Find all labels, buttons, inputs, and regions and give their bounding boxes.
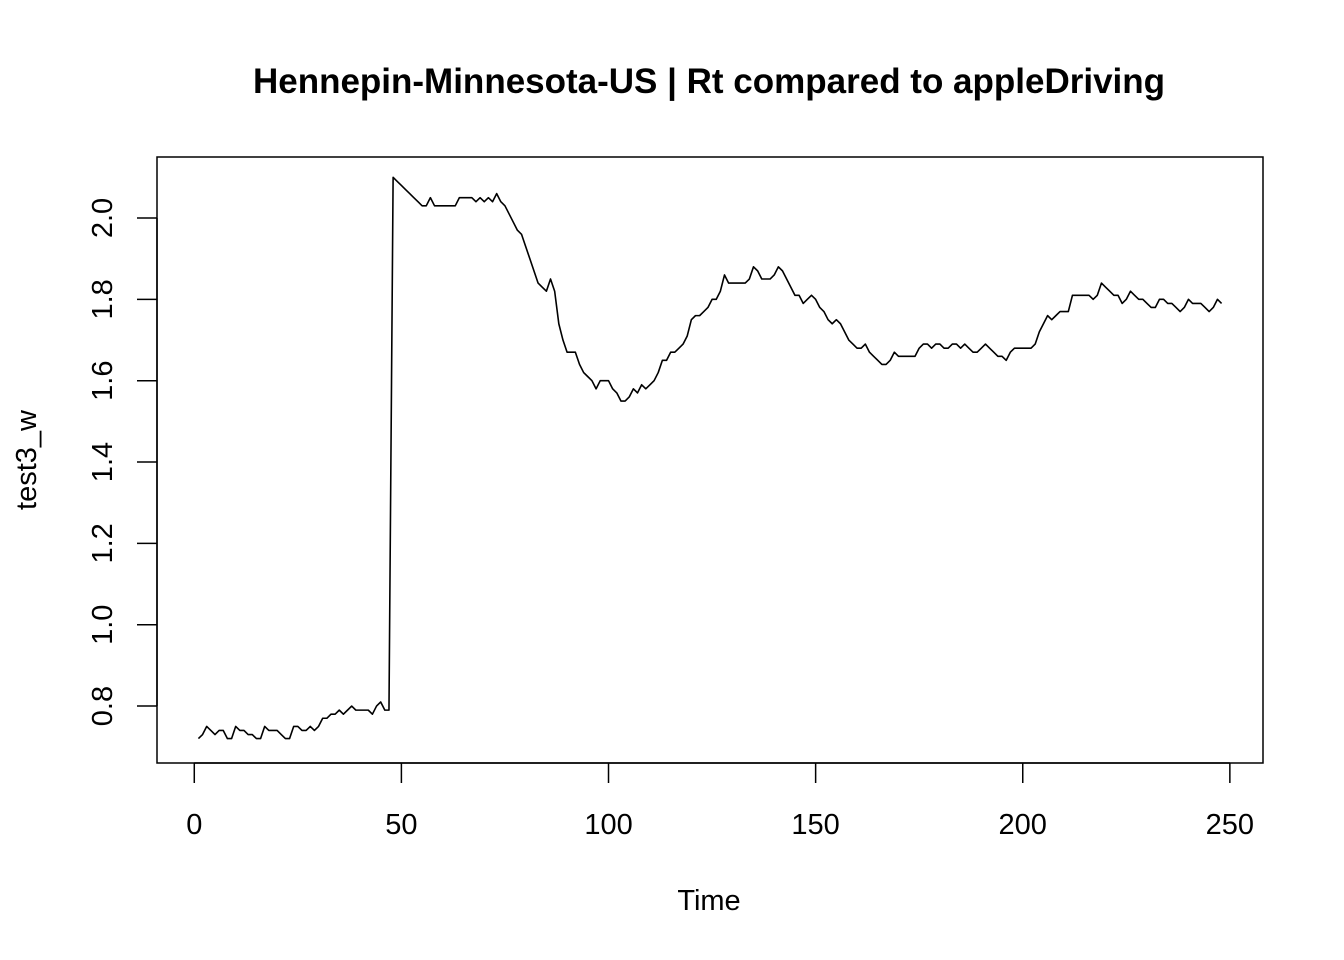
y-tick-label: 2.0	[87, 198, 119, 238]
y-axis: 0.8 1.0 1.2 1.4 1.6 1.8 2.0	[87, 198, 158, 726]
x-tick-label: 150	[791, 809, 839, 841]
y-tick-label: 1.6	[87, 361, 119, 401]
series-line	[197, 176, 1223, 740]
x-axis-label: Time	[677, 885, 740, 917]
chart-title: Hennepin-Minnesota-US | Rt compared to a…	[253, 62, 1165, 101]
x-tick-label: 250	[1206, 809, 1254, 841]
x-tick-label: 200	[999, 809, 1047, 841]
x-tick-label: 0	[186, 809, 202, 841]
y-tick-label: 1.8	[87, 279, 119, 319]
x-tick-label: 100	[584, 809, 632, 841]
x-tick-label: 50	[385, 809, 417, 841]
x-axis: 0 50 100 150 200 250	[186, 762, 1254, 841]
y-tick-label: 1.4	[87, 442, 119, 482]
y-tick-label: 1.0	[87, 605, 119, 645]
y-axis-label: test3_w	[11, 409, 43, 510]
y-tick-label: 0.8	[87, 686, 119, 726]
y-tick-label: 1.2	[87, 523, 119, 563]
plot-frame	[156, 156, 1264, 764]
